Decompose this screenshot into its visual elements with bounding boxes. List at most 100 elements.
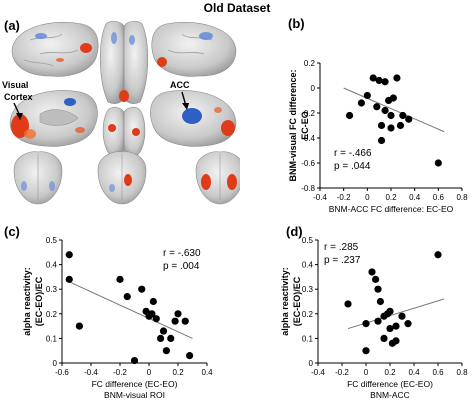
stat-label: p = .237	[324, 255, 361, 266]
x-tick-label: 0.6	[433, 193, 445, 202]
data-point	[130, 356, 139, 365]
data-point	[375, 76, 383, 85]
y-tick-label: 0.4	[46, 261, 58, 270]
data-point	[152, 315, 160, 323]
data-point	[181, 317, 189, 325]
y-tick-label: 0.4	[302, 261, 314, 270]
chart-d: (d) -0.4 -0.2 0 0.2 0.4 0.6 0.8 0 0.1 0.2 0.3 0.4 0.5…	[280, 224, 468, 400]
data-point	[376, 297, 384, 306]
data-point	[392, 322, 400, 330]
x-tick-label: 0.4	[201, 368, 213, 377]
y-tick-label: 0.1	[46, 334, 58, 343]
brain-lateral-left-top	[11, 21, 99, 77]
x-tick-label: 0.4	[408, 368, 420, 377]
y-tick-label: 0.2	[302, 310, 314, 319]
visual-label-line2: Cortex	[4, 92, 33, 102]
panel-label-c: (c)	[4, 224, 20, 239]
data-point	[362, 347, 370, 355]
stat-label: p = .004	[163, 261, 200, 272]
data-point	[345, 111, 354, 120]
trend-line	[69, 281, 193, 339]
data-point	[387, 111, 395, 120]
data-point	[148, 310, 156, 318]
data-point	[389, 94, 397, 102]
brain-panel: (a) Visual Cortex	[2, 18, 240, 205]
figure-title: Old Dataset	[203, 1, 271, 15]
x-tick-label: 0.2	[384, 368, 396, 377]
y-axis-label: EC-EO	[300, 111, 310, 140]
y-axis-label: alpha reactivity:	[280, 267, 290, 336]
data-point	[405, 115, 413, 123]
data-point	[174, 310, 182, 318]
data-point	[65, 251, 73, 259]
data-point	[167, 334, 175, 342]
data-point	[399, 111, 407, 120]
data-point	[434, 159, 442, 167]
y-tick-label: 0.5	[302, 236, 314, 245]
x-tick-label: -0.2	[113, 368, 127, 377]
data-point	[392, 337, 400, 345]
brain-medial-right	[150, 90, 237, 147]
x-tick-label: -0.4	[313, 193, 327, 202]
data-point	[374, 285, 382, 293]
data-point	[377, 136, 386, 145]
data-point	[344, 300, 352, 308]
y-tick-label: 0.1	[302, 334, 314, 343]
x-tick-label: 0.4	[409, 193, 421, 202]
data-point	[404, 320, 412, 328]
data-point	[381, 106, 389, 115]
y-tick-label: 0.3	[46, 285, 58, 294]
data-point	[186, 352, 194, 360]
stat-label: p = .044	[334, 161, 371, 172]
data-point	[368, 268, 376, 276]
data-point	[396, 121, 405, 130]
x-tick-label: 0.2	[172, 368, 184, 377]
data-point	[123, 292, 131, 301]
stat-label: r = -.630	[163, 248, 201, 259]
data-point	[362, 320, 370, 328]
data-point	[363, 91, 371, 100]
chart-b: (b) -0.4 -0.2 0 0.2 0.4 0.6 0.8 -0.8 -0.6 -0.4 -0.2…	[288, 16, 468, 214]
stat-label: r = -.466	[334, 148, 372, 159]
x-axis-label: FC difference (EC-EO)	[347, 379, 433, 389]
y-axis-label: (EC-EO)/EC	[292, 276, 302, 326]
acc-label: ACC	[170, 80, 190, 90]
brain-posterior-center	[97, 151, 147, 205]
data-point	[116, 275, 124, 283]
x-axis-label: BNM-ACC	[370, 390, 410, 400]
data-point	[380, 334, 388, 342]
data-point	[369, 74, 377, 82]
x-tick-label: 0.8	[456, 368, 468, 377]
x-tick-label: 0.6	[432, 368, 444, 377]
data-point	[374, 317, 382, 325]
x-tick-label: 0	[147, 368, 152, 377]
data-point	[65, 275, 73, 283]
data-point	[75, 322, 83, 330]
data-point	[393, 74, 401, 82]
x-tick-label: -0.6	[55, 368, 69, 377]
visual-arrow-head	[16, 113, 23, 120]
x-axis-label: FC difference (EC-EO)	[92, 379, 178, 389]
data-point	[387, 124, 395, 132]
y-axis-label: (EC-EO)/EC	[34, 276, 44, 326]
y-tick-label: -0.8	[301, 184, 315, 193]
panel-label-b: (b)	[288, 16, 305, 31]
acc-arrow-head	[182, 103, 189, 110]
brain-posterior-left	[13, 151, 63, 205]
x-tick-label: -0.2	[337, 193, 351, 202]
y-tick-label: 0	[309, 359, 314, 368]
x-axis-label: BNM-ACC FC difference: EC-EO	[329, 204, 454, 214]
data-point	[381, 78, 389, 86]
y-axis-label: alpha reactivity:	[22, 267, 32, 336]
y-tick-label: 0	[311, 84, 316, 93]
data-point	[157, 334, 165, 342]
chart-c: (c) -0.6 -0.4 -0.2 0 0.2 0.4 0 0.1 0.2 0.3 0.4 0.5 FC…	[4, 224, 213, 400]
y-tick-label: 0.2	[304, 59, 316, 68]
x-tick-label: -0.2	[335, 368, 349, 377]
x-tick-label: 0.8	[456, 193, 468, 202]
data-point	[398, 312, 406, 320]
y-tick-label: 0	[53, 359, 58, 368]
y-tick-label: 0.2	[46, 310, 58, 319]
visual-label-line1: Visual	[2, 80, 28, 90]
brain-superior-top	[99, 20, 149, 104]
